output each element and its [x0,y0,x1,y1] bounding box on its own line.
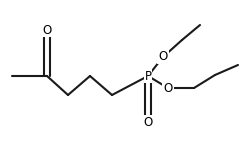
Text: O: O [158,50,168,64]
Text: O: O [164,81,172,95]
Text: O: O [42,24,52,36]
Text: O: O [144,116,152,128]
Text: P: P [144,69,152,83]
